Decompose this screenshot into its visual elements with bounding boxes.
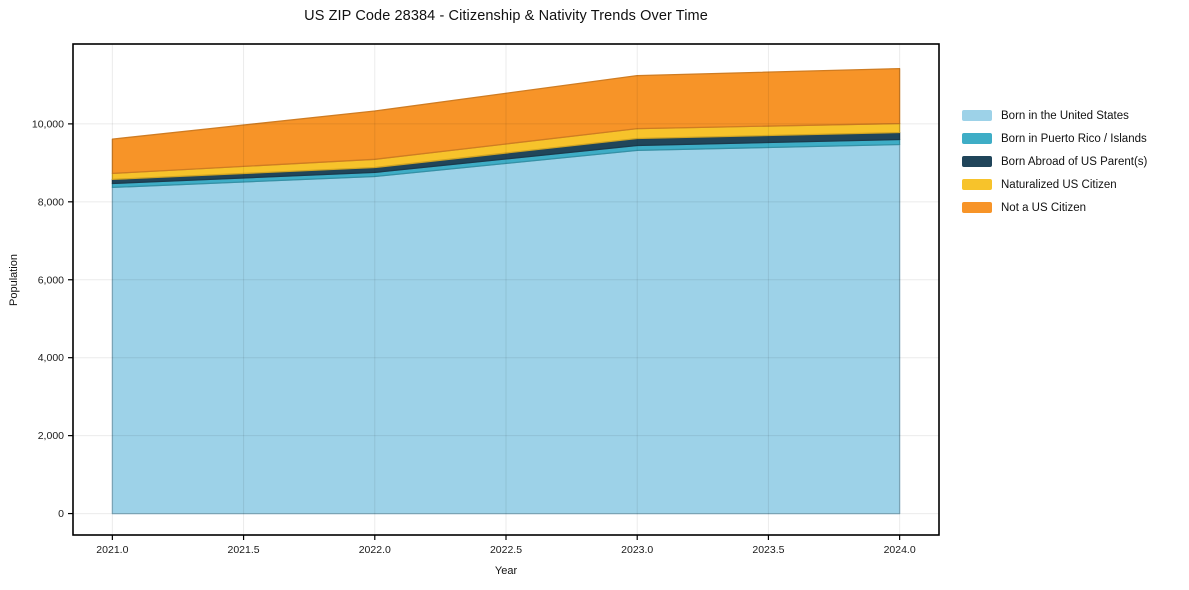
legend-label: Not a US Citizen (1001, 201, 1087, 214)
legend-swatch (962, 202, 992, 213)
legend-swatch (962, 179, 992, 190)
y-tick-label: 0 (58, 508, 64, 520)
legend-label: Born in Puerto Rico / Islands (1001, 132, 1147, 145)
legend-swatch (962, 156, 992, 167)
legend-label: Born Abroad of US Parent(s) (1001, 155, 1148, 168)
y-tick-label: 8,000 (38, 196, 64, 208)
legend-label: Naturalized US Citizen (1001, 178, 1117, 191)
legend-swatch (962, 110, 992, 121)
y-tick-label: 4,000 (38, 352, 64, 364)
legend-label: Born in the United States (1001, 109, 1129, 122)
legend-item-born-in-the-united-states: Born in the United States (962, 104, 1147, 127)
x-tick-label: 2021.5 (228, 544, 260, 556)
x-tick-label: 2023.0 (621, 544, 653, 556)
legend-swatch (962, 133, 992, 144)
x-tick-label: 2024.0 (884, 544, 916, 556)
y-tick-label: 2,000 (38, 430, 64, 442)
y-tick-label: 10,000 (32, 118, 64, 130)
legend-item-born-abroad-of-us-parent-s: Born Abroad of US Parent(s) (962, 150, 1147, 173)
x-tick-label: 2023.5 (752, 544, 784, 556)
legend-item-naturalized-us-citizen: Naturalized US Citizen (962, 173, 1147, 196)
area-series-not-a-us-citizen (111, 67, 901, 175)
legend-item-not-a-us-citizen: Not a US Citizen (962, 196, 1147, 219)
x-tick-label: 2022.0 (359, 544, 391, 556)
legend-item-born-in-puerto-rico-islands: Born in Puerto Rico / Islands (962, 127, 1147, 150)
x-tick-label: 2022.5 (490, 544, 522, 556)
y-tick-label: 6,000 (38, 274, 64, 286)
legend: Born in the United States Born in Puerto … (962, 104, 1147, 219)
x-axis-label: Year (494, 565, 518, 577)
x-tick-label: 2021.0 (96, 544, 128, 556)
y-axis-label: Population (8, 254, 20, 306)
chart-title: US ZIP Code 28384 - Citizenship & Nativi… (304, 8, 708, 24)
